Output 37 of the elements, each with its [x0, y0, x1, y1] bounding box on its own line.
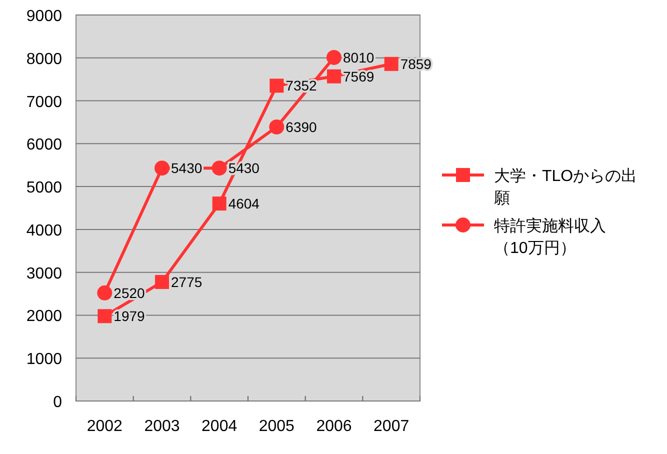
point: [270, 78, 284, 93]
point: [97, 285, 112, 300]
data-label: 8010: [343, 49, 374, 66]
y-tick-label: 9000: [26, 8, 62, 25]
point: [212, 160, 227, 176]
point: [155, 274, 169, 289]
point: [326, 50, 342, 65]
data-label: 7569: [343, 68, 374, 84]
data-label: 6390: [286, 118, 318, 135]
y-tick-label: 4000: [26, 222, 62, 240]
x-tick-label: 2003: [144, 418, 180, 435]
data-label: 4604: [228, 196, 260, 212]
point: [384, 56, 398, 71]
x-tick-label: 2004: [202, 418, 238, 435]
point: [154, 160, 170, 176]
y-tick-label: 0: [53, 394, 62, 411]
x-tick-label: 2007: [374, 418, 410, 435]
point: [98, 309, 112, 324]
y-tick-label: 6000: [26, 136, 62, 154]
y-tick-label: 5000: [26, 180, 62, 197]
legend-label: 大学・TLOからの出願: [494, 167, 638, 207]
x-tick-label: 2002: [86, 418, 123, 435]
data-label: 1979: [114, 308, 146, 324]
legend-label: 特許実施料収入（10万円）: [494, 217, 606, 257]
point: [212, 196, 226, 211]
y-tick-label: 7000: [26, 94, 62, 111]
x-tick-label: 2005: [258, 418, 295, 435]
data-label: 7859: [400, 56, 432, 72]
point: [269, 119, 284, 134]
point: [327, 69, 341, 84]
y-tick-label: 8000: [26, 50, 62, 68]
x-tick-label: 2006: [316, 418, 352, 435]
data-label: 2775: [171, 274, 202, 290]
y-tick-label: 2000: [26, 308, 62, 326]
data-label: 2520: [114, 284, 146, 301]
y-tick-label: 3000: [26, 265, 62, 282]
y-tick-label: 1000: [26, 351, 62, 368]
